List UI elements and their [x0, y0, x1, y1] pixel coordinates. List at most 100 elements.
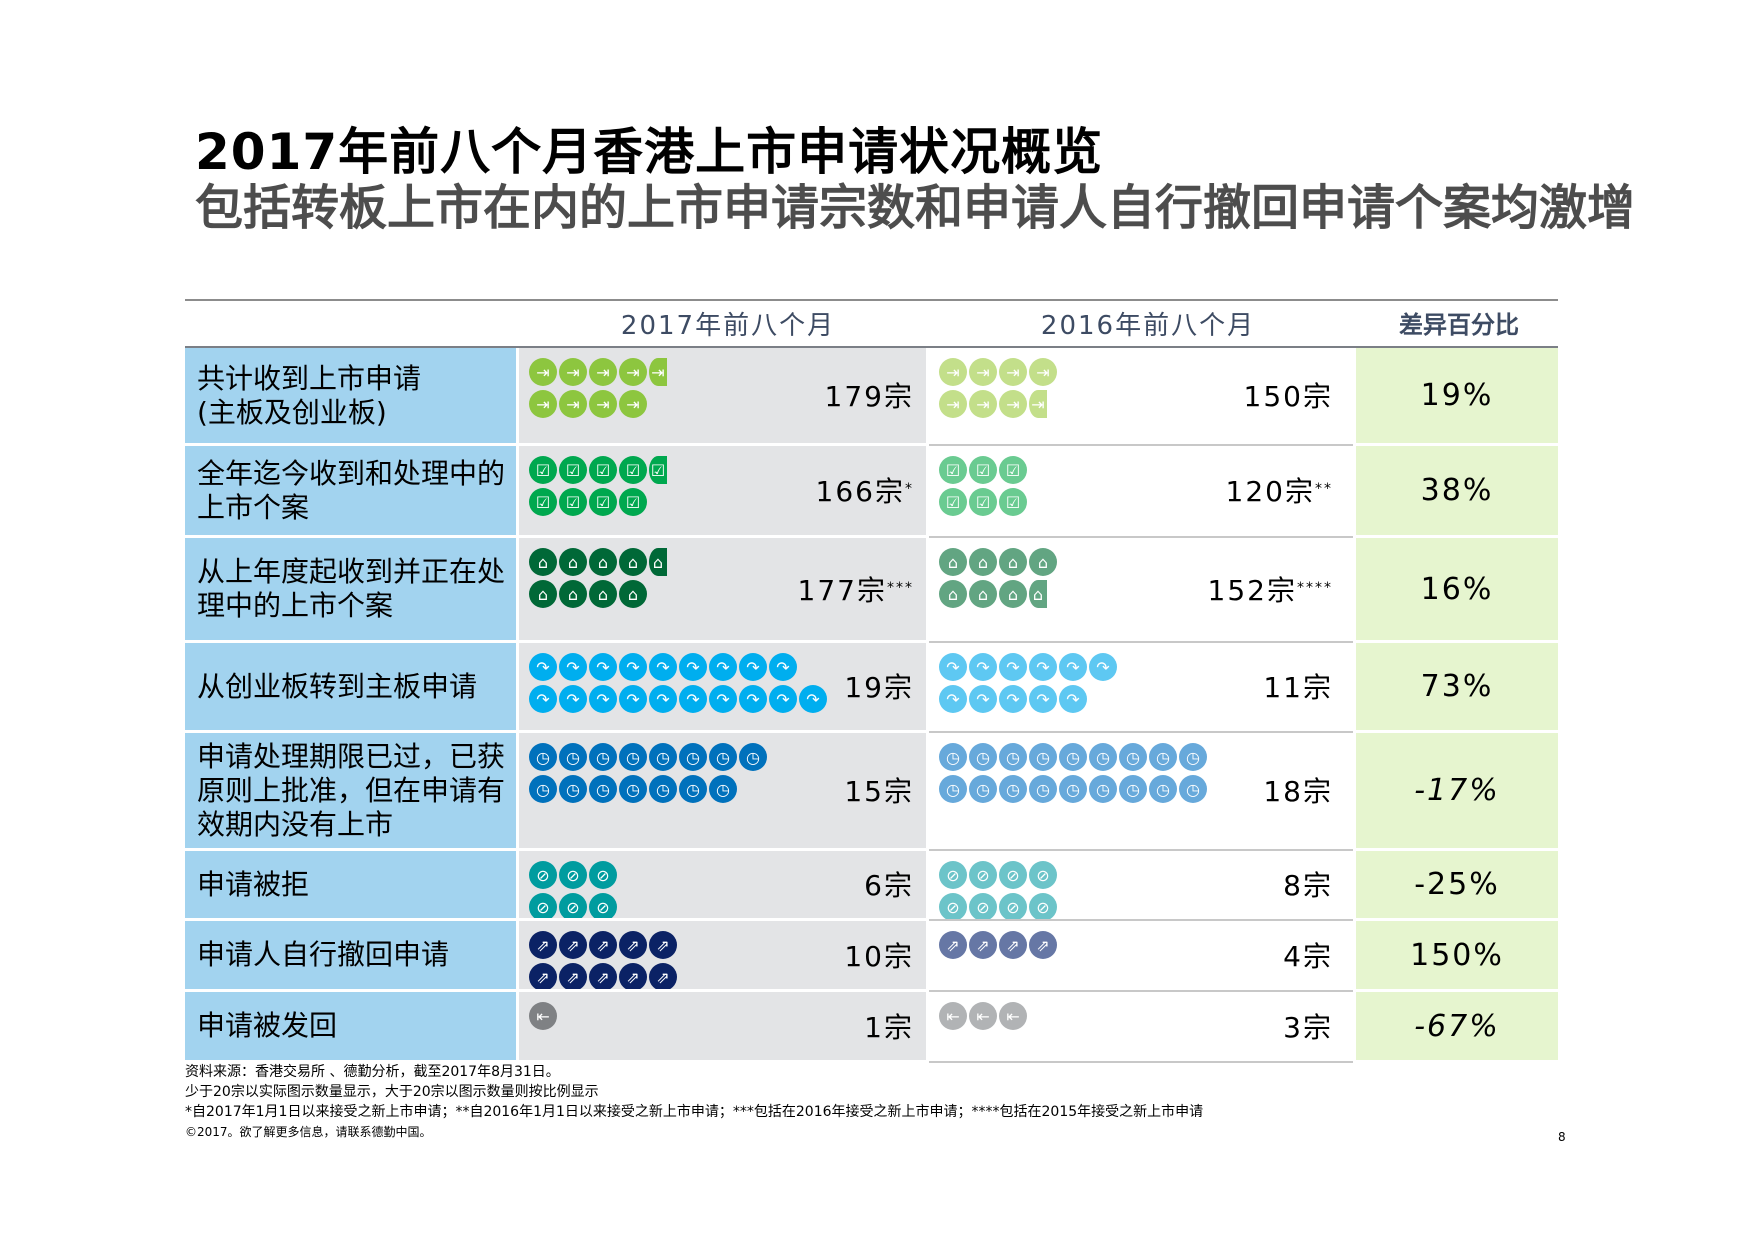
- return-door-icon: ⇤: [969, 1002, 997, 1030]
- inbox-tray-icon: ⌂: [529, 580, 557, 608]
- prohibited-icon: ⊘: [939, 861, 967, 889]
- redo-arrow-icon: ↷: [999, 653, 1027, 681]
- redo-arrow-icon: ↷: [739, 685, 767, 713]
- clock-icon: ◷: [999, 743, 1027, 771]
- icon-group-2017: ↷ ↷ ↷ ↷ ↷ ↷ ↷ ↷ ↷ ↷ ↷ ↷ ↷ ↷ ↷ ↷ ↷ ↷ ↷: [529, 653, 829, 717]
- count-footnote-mark: **: [1315, 481, 1333, 497]
- icon-row: ⇗ ⇗ ⇗ ⇗: [939, 931, 1059, 963]
- count-value: 152宗: [1207, 573, 1297, 607]
- icon-row: ⇗ ⇗ ⇗ ⇗ ⇗: [529, 931, 679, 963]
- clock-icon: ◷: [1179, 775, 1207, 803]
- prohibited-icon: ⊘: [529, 893, 557, 918]
- diff-percent: 73%: [1353, 643, 1558, 733]
- prohibited-icon: ⊘: [529, 861, 557, 889]
- icon-row: ⇥ ⇥ ⇥ ⇥: [939, 358, 1059, 390]
- count-value: 150宗: [1243, 380, 1333, 413]
- clock-icon: ◷: [1149, 743, 1177, 771]
- checkbox-icon: ☑: [619, 488, 647, 516]
- icon-row: ⌂ ⌂ ⌂ ⌂: [939, 548, 1059, 580]
- count-2017: 1宗: [864, 1006, 914, 1046]
- document-arrow-icon: ⇥: [619, 390, 647, 418]
- count-2017: 6宗: [864, 864, 914, 904]
- clock-icon: ◷: [589, 743, 617, 771]
- checkbox-icon: ☑: [999, 488, 1027, 516]
- icon-row: ↷ ↷ ↷ ↷ ↷: [939, 685, 1119, 717]
- icon-group-2017: ⊘ ⊘ ⊘ ⊘ ⊘ ⊘: [529, 861, 619, 918]
- clock-icon: ◷: [649, 743, 677, 771]
- count-value: 6宗: [864, 869, 914, 902]
- redo-arrow-icon: ↷: [999, 685, 1027, 713]
- cell-2016: ⌂ ⌂ ⌂ ⌂ ⌂ ⌂ ⌂ ⌂ 152宗****: [929, 538, 1353, 643]
- count-2016: 120宗**: [1226, 470, 1333, 510]
- document-arrow-icon: ⇥: [969, 390, 997, 418]
- prohibited-icon: ⊘: [559, 861, 587, 889]
- count-value: 120宗: [1225, 475, 1315, 508]
- icon-row: ⊘ ⊘ ⊘ ⊘: [939, 861, 1059, 893]
- document-arrow-icon: ⇥: [939, 358, 967, 386]
- icon-group-2016: ⇤ ⇤ ⇤: [939, 1002, 1029, 1034]
- inbox-tray-icon: ⌂: [969, 548, 997, 576]
- redo-arrow-icon: ↷: [679, 653, 707, 681]
- cell-2016: ⊘ ⊘ ⊘ ⊘ ⊘ ⊘ ⊘ ⊘ 8宗: [929, 851, 1353, 921]
- box-export-icon: ⇗: [619, 963, 647, 989]
- footnote-icons: 少于20宗以实际图示数量显示，大于20宗以图示数量则按比例显示: [185, 1084, 599, 1100]
- clock-icon: ◷: [1059, 775, 1087, 803]
- clock-icon: ◷: [1149, 775, 1177, 803]
- count-2017: 177宗***: [798, 569, 914, 609]
- clock-icon: ◷: [709, 775, 737, 803]
- prohibited-icon: ⊘: [969, 861, 997, 889]
- count-2016: 4宗: [1283, 935, 1333, 975]
- icon-row: ⊘ ⊘ ⊘: [529, 861, 619, 893]
- document-arrow-icon: ⇥: [589, 358, 617, 386]
- count-footnote-mark: *: [905, 481, 914, 497]
- redo-arrow-icon: ↷: [1029, 685, 1057, 713]
- clock-icon: ◷: [1029, 775, 1057, 803]
- clock-icon: ◷: [739, 743, 767, 771]
- icon-group-2016: ⊘ ⊘ ⊘ ⊘ ⊘ ⊘ ⊘ ⊘: [939, 861, 1059, 919]
- icon-row: ⇥ ⇥ ⇥ ⇥: [939, 390, 1059, 422]
- icon-row: ↷ ↷ ↷ ↷ ↷ ↷: [939, 653, 1119, 685]
- diff-percent: 38%: [1353, 446, 1558, 538]
- inbox-tray-icon: ⌂: [939, 580, 967, 608]
- clock-icon: ◷: [969, 775, 997, 803]
- count-value: 179宗: [824, 380, 914, 413]
- prohibited-icon: ⊘: [589, 893, 617, 918]
- icon-row: ⇤ ⇤ ⇤: [939, 1002, 1029, 1034]
- document-arrow-icon: ⇥: [939, 390, 967, 418]
- clock-icon: ◷: [1089, 775, 1117, 803]
- header-diff: 差异百分比: [1399, 311, 1519, 339]
- cell-2017: ⇥ ⇥ ⇥ ⇥ ⇥ ⇥ ⇥ ⇥ ⇥ 179宗: [519, 348, 929, 446]
- inbox-tray-icon: ⌂: [589, 548, 617, 576]
- redo-arrow-icon: ↷: [709, 653, 737, 681]
- box-export-icon: ⇗: [559, 931, 587, 959]
- redo-arrow-icon: ↷: [939, 653, 967, 681]
- checkbox-icon: ☑: [559, 488, 587, 516]
- clock-icon: ◷: [969, 743, 997, 771]
- count-2016: 3宗: [1283, 1006, 1333, 1046]
- cell-2016: ⇗ ⇗ ⇗ ⇗ 4宗: [929, 921, 1353, 992]
- prohibited-icon: ⊘: [1029, 861, 1057, 889]
- icon-row: ☑ ☑ ☑ ☑ ☑: [529, 456, 669, 488]
- cell-2016: ↷ ↷ ↷ ↷ ↷ ↷ ↷ ↷ ↷ ↷ ↷ 11宗: [929, 643, 1353, 733]
- box-export-icon: ⇗: [529, 963, 557, 989]
- icon-row: ⇥ ⇥ ⇥ ⇥: [529, 390, 669, 422]
- redo-arrow-icon: ↷: [1089, 653, 1117, 681]
- box-export-icon: ⇗: [999, 931, 1027, 959]
- document-arrow-icon: ⇥: [1029, 358, 1057, 386]
- header-2017: 2017年前八个月: [620, 311, 836, 341]
- prohibited-icon: ⊘: [939, 893, 967, 919]
- redo-arrow-icon: ↷: [529, 685, 557, 713]
- clock-icon: ◷: [529, 775, 557, 803]
- icon-row: ⌂ ⌂ ⌂ ⌂ ⌂: [529, 548, 669, 580]
- document-arrow-icon: ⇥: [1029, 390, 1047, 418]
- redo-arrow-icon: ↷: [939, 685, 967, 713]
- inbox-tray-icon: ⌂: [619, 580, 647, 608]
- box-export-icon: ⇗: [939, 931, 967, 959]
- count-2017: 19宗: [844, 666, 914, 706]
- redo-arrow-icon: ↷: [649, 685, 677, 713]
- redo-arrow-icon: ↷: [559, 685, 587, 713]
- count-value: 166宗: [815, 475, 905, 508]
- inbox-tray-icon: ⌂: [649, 548, 667, 576]
- document-arrow-icon: ⇥: [619, 358, 647, 386]
- cell-2017: ⇗ ⇗ ⇗ ⇗ ⇗ ⇗ ⇗ ⇗ ⇗ ⇗ 10宗: [519, 921, 929, 992]
